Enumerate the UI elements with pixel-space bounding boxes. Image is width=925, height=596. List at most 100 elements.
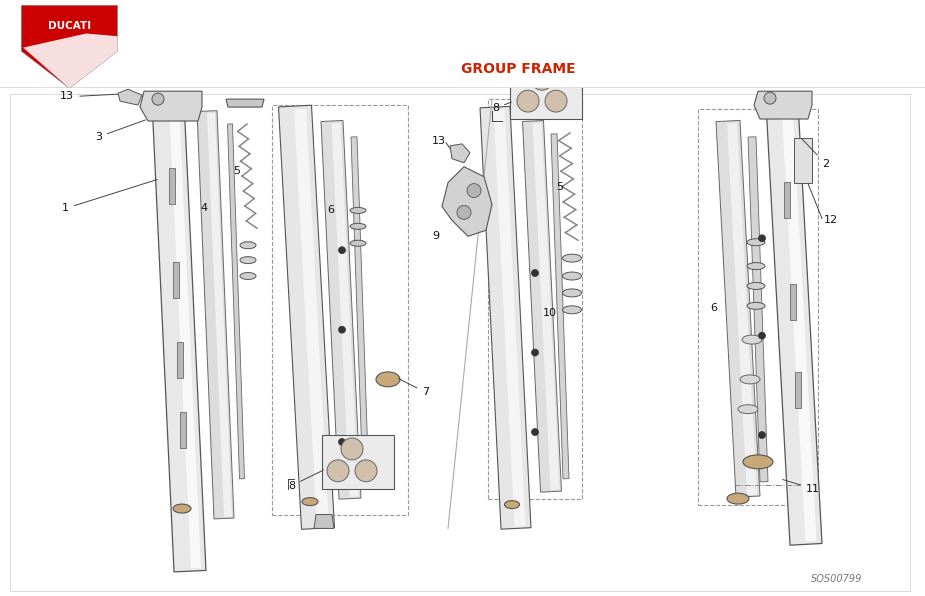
Text: 13: 13 xyxy=(432,136,446,146)
Bar xyxy=(510,66,582,119)
Ellipse shape xyxy=(240,272,256,280)
Ellipse shape xyxy=(740,375,760,384)
Bar xyxy=(794,138,812,182)
Text: 8: 8 xyxy=(288,470,324,491)
Circle shape xyxy=(339,247,346,254)
Polygon shape xyxy=(754,91,812,119)
Text: 8: 8 xyxy=(492,102,512,113)
Polygon shape xyxy=(278,105,335,529)
Polygon shape xyxy=(450,144,470,163)
Circle shape xyxy=(467,184,481,197)
Circle shape xyxy=(532,269,538,277)
Ellipse shape xyxy=(302,498,318,505)
Text: 5: 5 xyxy=(556,182,563,191)
Text: 9: 9 xyxy=(432,231,439,241)
Polygon shape xyxy=(314,514,334,529)
Ellipse shape xyxy=(743,455,773,469)
Text: 11: 11 xyxy=(783,480,820,493)
Circle shape xyxy=(327,460,349,482)
Circle shape xyxy=(532,349,538,356)
Ellipse shape xyxy=(747,239,765,246)
Polygon shape xyxy=(207,113,232,517)
Polygon shape xyxy=(551,134,569,479)
Polygon shape xyxy=(748,136,768,482)
Ellipse shape xyxy=(562,289,582,297)
Polygon shape xyxy=(23,33,117,88)
Polygon shape xyxy=(480,106,531,529)
Text: 10: 10 xyxy=(543,308,557,318)
Polygon shape xyxy=(790,284,795,319)
Polygon shape xyxy=(173,262,179,297)
Circle shape xyxy=(339,326,346,333)
Ellipse shape xyxy=(747,283,765,290)
Circle shape xyxy=(355,460,377,482)
Ellipse shape xyxy=(742,335,762,344)
Ellipse shape xyxy=(727,493,749,504)
Text: 13: 13 xyxy=(60,91,74,101)
Polygon shape xyxy=(294,108,329,527)
Polygon shape xyxy=(169,168,175,204)
Polygon shape xyxy=(140,91,202,121)
Text: 4: 4 xyxy=(200,203,207,213)
Polygon shape xyxy=(351,137,369,487)
Text: 1: 1 xyxy=(62,179,157,213)
Text: 12: 12 xyxy=(824,215,838,225)
Circle shape xyxy=(457,206,471,219)
Text: 6: 6 xyxy=(710,303,717,313)
Ellipse shape xyxy=(747,302,765,309)
Text: 2: 2 xyxy=(802,139,829,169)
Polygon shape xyxy=(494,109,525,527)
Circle shape xyxy=(758,235,766,242)
Polygon shape xyxy=(118,89,142,105)
Polygon shape xyxy=(442,167,492,236)
Circle shape xyxy=(517,90,539,112)
Circle shape xyxy=(758,332,766,339)
Circle shape xyxy=(152,93,164,105)
Circle shape xyxy=(341,438,363,460)
Ellipse shape xyxy=(504,501,520,508)
Text: 5: 5 xyxy=(233,166,240,176)
Ellipse shape xyxy=(240,242,256,249)
Circle shape xyxy=(545,90,567,112)
Polygon shape xyxy=(21,5,117,88)
Circle shape xyxy=(758,432,766,439)
Ellipse shape xyxy=(350,224,366,229)
Polygon shape xyxy=(716,120,760,497)
Ellipse shape xyxy=(350,240,366,246)
Polygon shape xyxy=(152,100,206,572)
Polygon shape xyxy=(784,182,790,218)
Polygon shape xyxy=(331,123,359,497)
Text: DUCATI: DUCATI xyxy=(48,21,91,32)
Polygon shape xyxy=(226,99,264,107)
Polygon shape xyxy=(177,342,183,377)
Bar xyxy=(322,435,394,489)
Ellipse shape xyxy=(562,272,582,280)
Polygon shape xyxy=(727,123,757,495)
Polygon shape xyxy=(523,120,561,492)
Polygon shape xyxy=(321,120,361,499)
Polygon shape xyxy=(228,124,244,479)
Polygon shape xyxy=(169,104,201,569)
Ellipse shape xyxy=(240,257,256,263)
Text: 6: 6 xyxy=(327,206,334,215)
Circle shape xyxy=(531,69,553,90)
Text: 3: 3 xyxy=(95,120,145,142)
Polygon shape xyxy=(180,412,187,448)
Circle shape xyxy=(339,439,346,445)
Ellipse shape xyxy=(747,263,765,269)
Ellipse shape xyxy=(350,207,366,213)
Polygon shape xyxy=(782,106,817,542)
Circle shape xyxy=(532,429,538,436)
Ellipse shape xyxy=(173,504,191,513)
Ellipse shape xyxy=(562,306,582,313)
Text: 7: 7 xyxy=(399,378,429,398)
Polygon shape xyxy=(795,372,801,408)
Text: GROUP FRAME: GROUP FRAME xyxy=(461,62,575,76)
Polygon shape xyxy=(766,103,822,545)
Text: DRAWING 21A - FRONT FORK [MOD:XDIAVEL]: DRAWING 21A - FRONT FORK [MOD:XDIAVEL] xyxy=(270,21,766,41)
Ellipse shape xyxy=(738,405,758,414)
Ellipse shape xyxy=(376,372,400,387)
Polygon shape xyxy=(197,111,234,519)
Text: SOS00799: SOS00799 xyxy=(810,574,862,584)
Polygon shape xyxy=(533,123,560,490)
